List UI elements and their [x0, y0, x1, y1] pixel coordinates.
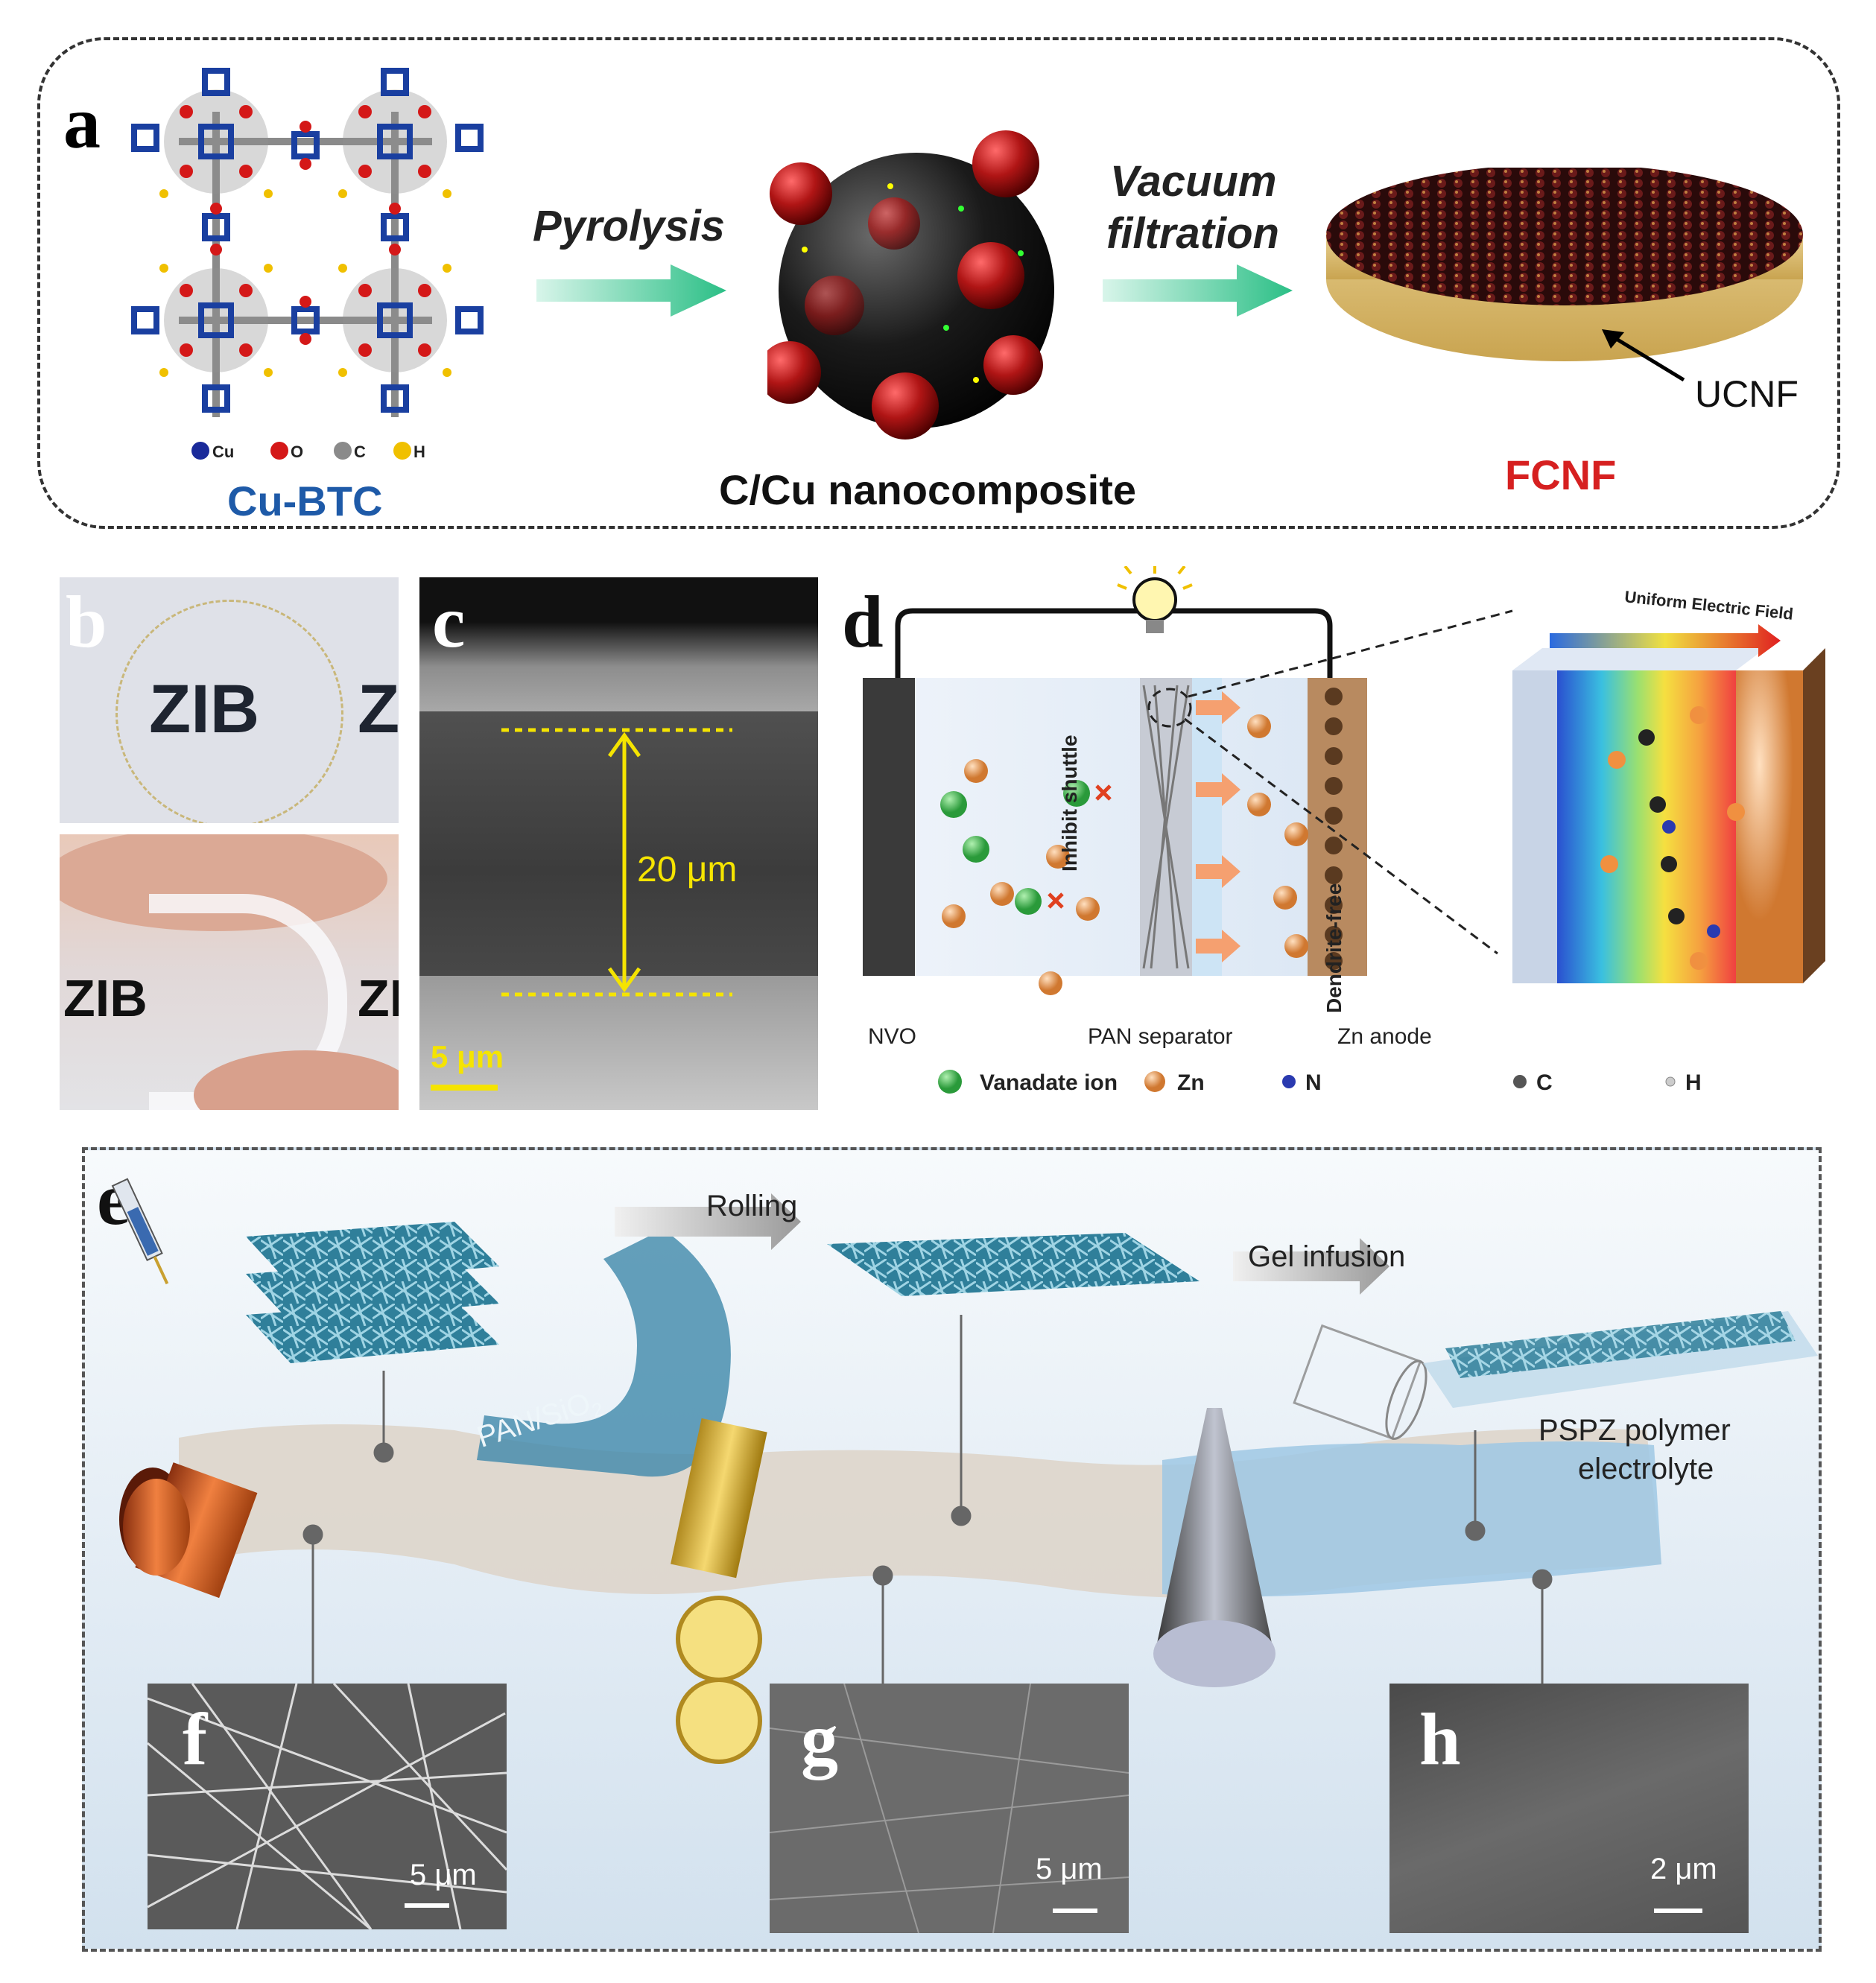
panel-h-sem [1389, 1684, 1749, 1933]
panel-h-scale: 2 μm [1650, 1853, 1717, 1885]
legend-vanadate: Vanadate ion [980, 1070, 1118, 1095]
panel-h-letter: h [1419, 1698, 1461, 1780]
cu-btc-label: Cu-BTC [227, 477, 383, 524]
cu-btc-structure [131, 68, 484, 417]
panel-d-letter: d [842, 580, 884, 663]
rolling-label: Rolling [706, 1190, 798, 1222]
c-cu-nanocomposite-label: C/Cu nanocomposite [719, 466, 1137, 513]
pyrolysis-arrow [536, 264, 726, 317]
legend-cu: Cu [212, 442, 235, 461]
panel-g-sem [770, 1684, 1129, 1933]
thickness-label: 20 μm [637, 850, 738, 889]
panel-g-scale: 5 μm [1036, 1853, 1103, 1885]
zn-anode-label: Zn anode [1337, 1024, 1432, 1049]
panel-e-process-schematic [111, 1178, 1818, 1764]
ucnf-pointer [1602, 329, 1685, 382]
legend-c: C [354, 442, 366, 461]
panel-c-letter: c [432, 580, 466, 663]
panel-f-letter: f [183, 1698, 208, 1780]
inhibit-shuttle-label: Inhibit shuttle [1058, 734, 1081, 872]
panel-g-letter: g [801, 1698, 838, 1780]
legend-h-atom: H [1685, 1070, 1702, 1095]
pspz-label-line2: electrolyte [1578, 1453, 1714, 1485]
panel-a-legend-dots [191, 442, 411, 460]
filtration-label: filtration [1106, 209, 1279, 258]
nvo-label: NVO [868, 1024, 917, 1049]
panel-f-sem [148, 1684, 507, 1929]
zib-text-top: ZIB [149, 671, 260, 747]
legend-o: O [291, 442, 304, 461]
panel-d-battery-schematic [863, 566, 1825, 1094]
legend-zn: Zn [1177, 1070, 1205, 1095]
pyrolysis-label: Pyrolysis [533, 202, 725, 250]
dendrite-free-label: Dendrite-free [1322, 883, 1346, 1013]
fcnf-membrane-disk [1326, 168, 1803, 361]
pan-separator-label: PAN separator [1088, 1024, 1233, 1049]
ucnf-label: UCNF [1695, 373, 1799, 415]
panel-a-letter: a [63, 81, 101, 164]
c-cu-nanocomposite-sphere [767, 130, 1054, 440]
vacuum-label: Vacuum [1110, 157, 1277, 206]
panel-b-photo-top: ZIB Z [60, 577, 399, 823]
vacuum-filtration-arrow [1103, 264, 1293, 317]
legend-n: N [1305, 1070, 1322, 1095]
zib-text-bottom: ZIB [63, 969, 148, 1027]
legend-c-atom: C [1536, 1070, 1553, 1095]
panel-f-scale: 5 μm [410, 1859, 477, 1891]
zib-text-top-cut: Z [358, 671, 399, 747]
panel-b-photo-bent: ZIB ZI [60, 834, 399, 1110]
legend-h: H [413, 442, 425, 461]
panel-c-scale-label: 5 μm [431, 1039, 504, 1074]
panel-b-letter: b [66, 580, 107, 663]
fcnf-label: FCNF [1505, 451, 1617, 498]
pspz-label-line1: PSPZ polymer [1538, 1414, 1731, 1447]
panel-c-sem-cross-section [419, 577, 818, 1110]
panel-c-thickness-marker [431, 728, 732, 1091]
zib-text-bottom-cut: ZI [358, 969, 399, 1027]
panel-a-frame [37, 37, 1840, 529]
gel-infusion-label: Gel infusion [1248, 1240, 1406, 1273]
